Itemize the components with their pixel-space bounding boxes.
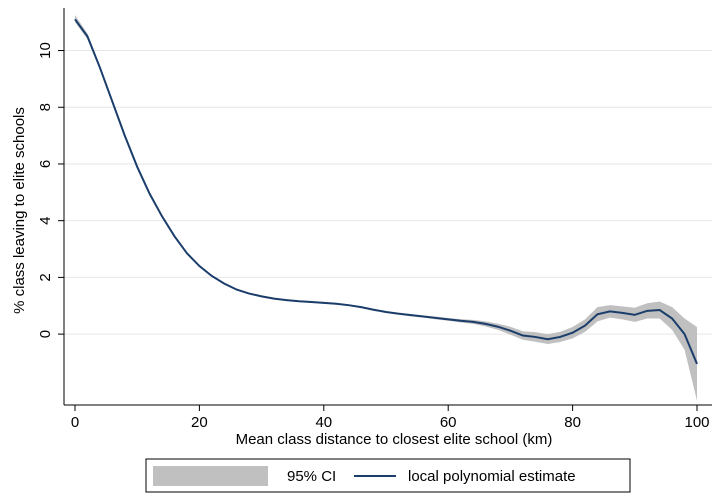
legend-ci-swatch bbox=[153, 466, 268, 486]
y-axis-label: % class leaving to elite schools bbox=[11, 107, 28, 314]
x-axis-ticks: 0 20 40 60 80 100 bbox=[71, 405, 710, 431]
y-tick-label: 2 bbox=[37, 273, 54, 281]
x-tick-label: 40 bbox=[315, 414, 332, 431]
y-tick-label: 10 bbox=[37, 42, 54, 59]
legend: 95% CI local polynomial estimate bbox=[146, 459, 630, 492]
x-tick-label: 20 bbox=[191, 414, 208, 431]
legend-ci-label: 95% CI bbox=[287, 468, 336, 485]
ci-band-area bbox=[75, 15, 697, 401]
y-axis-ticks: 0 2 4 6 8 10 bbox=[37, 42, 64, 338]
y-tick-label: 4 bbox=[37, 217, 54, 225]
x-tick-label: 60 bbox=[440, 414, 457, 431]
gridlines bbox=[64, 51, 712, 335]
x-tick-label: 0 bbox=[71, 414, 79, 431]
y-tick-label: 0 bbox=[37, 330, 54, 338]
x-tick-label: 80 bbox=[564, 414, 581, 431]
legend-line-label: local polynomial estimate bbox=[408, 468, 576, 485]
x-axis-label: Mean class distance to closest elite sch… bbox=[236, 431, 553, 448]
estimate-line bbox=[75, 19, 697, 364]
x-tick-label: 100 bbox=[684, 414, 709, 431]
y-tick-label: 8 bbox=[37, 103, 54, 111]
y-tick-label: 6 bbox=[37, 160, 54, 168]
